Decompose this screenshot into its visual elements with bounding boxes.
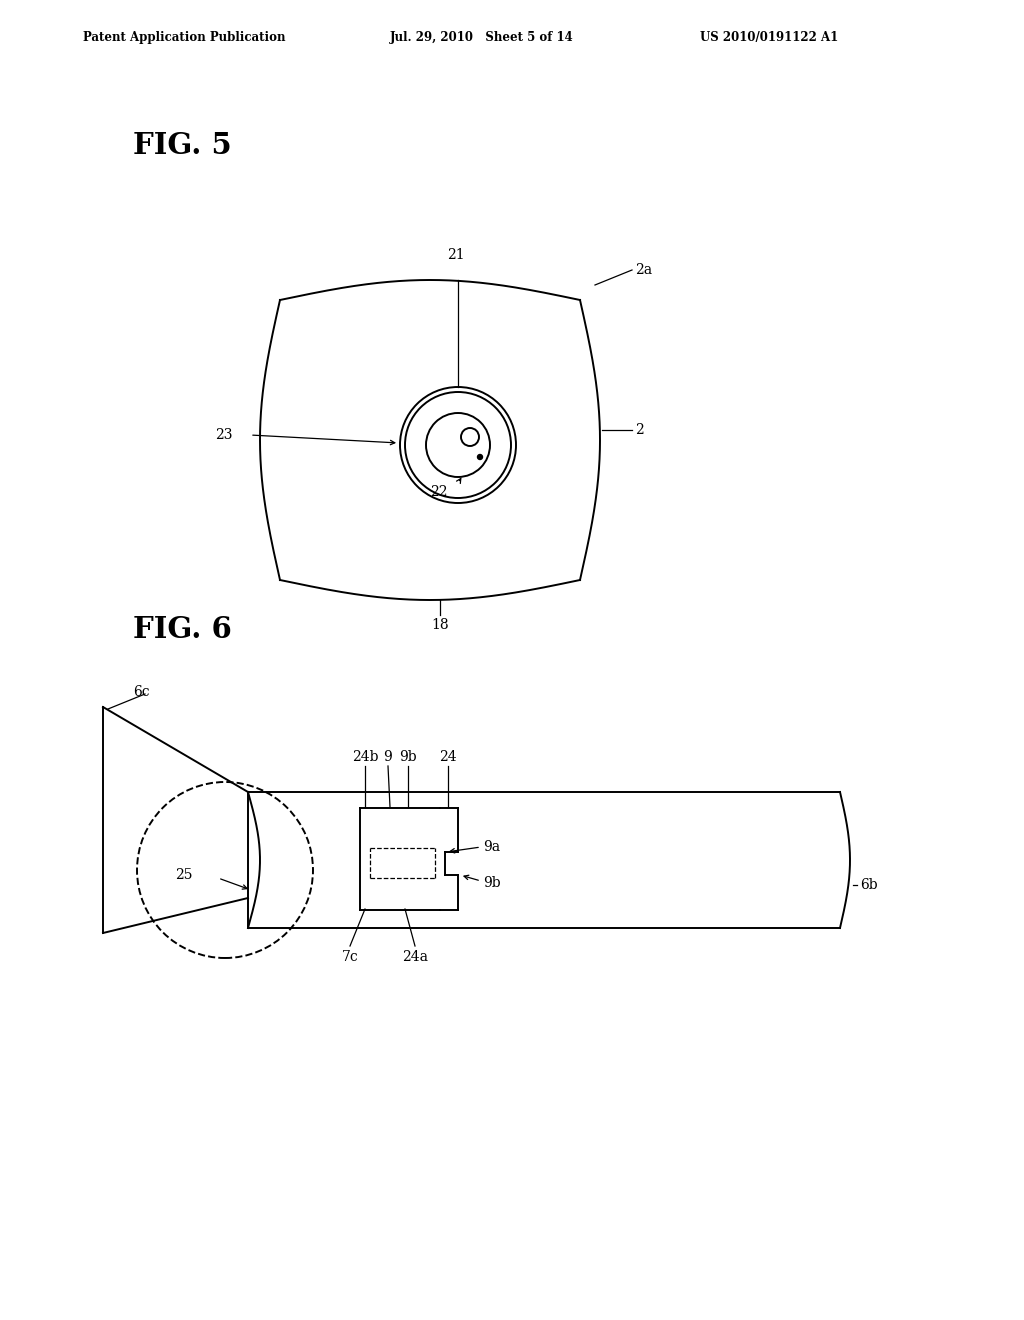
Text: Jul. 29, 2010   Sheet 5 of 14: Jul. 29, 2010 Sheet 5 of 14 bbox=[390, 30, 573, 44]
Text: 2a: 2a bbox=[635, 263, 652, 277]
Text: 9b: 9b bbox=[483, 876, 501, 890]
Text: 2: 2 bbox=[635, 422, 644, 437]
Text: 23: 23 bbox=[215, 428, 232, 442]
Text: 6b: 6b bbox=[860, 878, 878, 892]
Text: 6c: 6c bbox=[133, 685, 150, 700]
Text: 9a: 9a bbox=[483, 840, 500, 854]
Circle shape bbox=[477, 454, 482, 459]
Text: FIG. 5: FIG. 5 bbox=[133, 131, 231, 160]
Text: 24: 24 bbox=[439, 750, 457, 764]
Text: 9b: 9b bbox=[399, 750, 417, 764]
Text: 24b: 24b bbox=[352, 750, 378, 764]
Text: FIG. 6: FIG. 6 bbox=[133, 615, 231, 644]
Text: 7c: 7c bbox=[342, 950, 358, 964]
Text: 21: 21 bbox=[447, 248, 465, 261]
Text: 24a: 24a bbox=[402, 950, 428, 964]
Text: 25: 25 bbox=[175, 869, 193, 882]
Text: 22: 22 bbox=[430, 484, 447, 499]
Text: Patent Application Publication: Patent Application Publication bbox=[83, 30, 286, 44]
Text: 18: 18 bbox=[431, 618, 449, 632]
Text: US 2010/0191122 A1: US 2010/0191122 A1 bbox=[700, 30, 839, 44]
Text: 9: 9 bbox=[384, 750, 392, 764]
